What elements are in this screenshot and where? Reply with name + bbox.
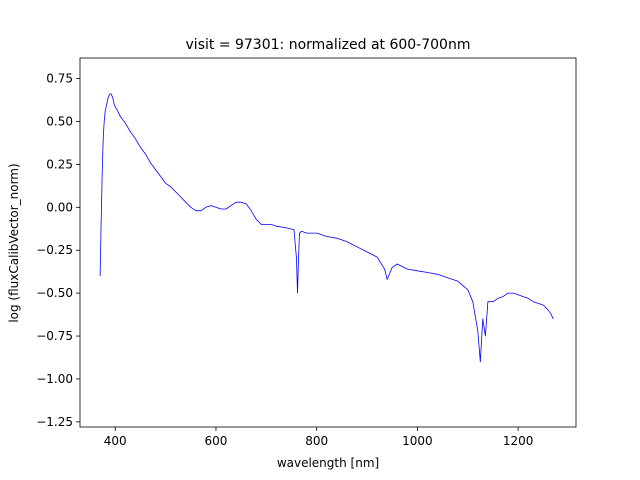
y-tick-label: −0.50 — [36, 286, 73, 300]
y-tick-label: 0.00 — [46, 200, 73, 214]
axes-frame — [79, 57, 577, 428]
y-axis-ticks: −1.25 −1.00 −0.75 −0.50 −0.25 0.00 0.25 0.50 0.7… — [36, 72, 80, 429]
x-tick-label: 600 — [205, 434, 228, 448]
y-tick-label: 0.25 — [46, 157, 73, 171]
series-line-0 — [99, 93, 554, 363]
y-tick-label: 0.50 — [46, 115, 73, 129]
x-axis-ticks: 400 600 800 1000 1200 — [104, 427, 534, 448]
plot-area — [79, 57, 577, 428]
x-axis-label: wavelength [nm] — [277, 456, 379, 470]
x-tick-label: 1000 — [402, 434, 433, 448]
y-tick-label: −0.25 — [36, 243, 73, 257]
chart-title: visit = 97301: normalized at 600-700nm — [186, 37, 471, 53]
x-tick-label: 400 — [104, 434, 127, 448]
y-tick-label: −1.00 — [36, 372, 73, 386]
y-tick-label: 0.75 — [46, 72, 73, 86]
y-tick-label: −1.25 — [36, 415, 73, 429]
y-axis-label: log (fluxCalibVector_norm) — [7, 163, 21, 322]
x-tick-label: 800 — [305, 434, 328, 448]
y-tick-label: −0.75 — [36, 329, 73, 343]
x-tick-label: 1200 — [503, 434, 534, 448]
